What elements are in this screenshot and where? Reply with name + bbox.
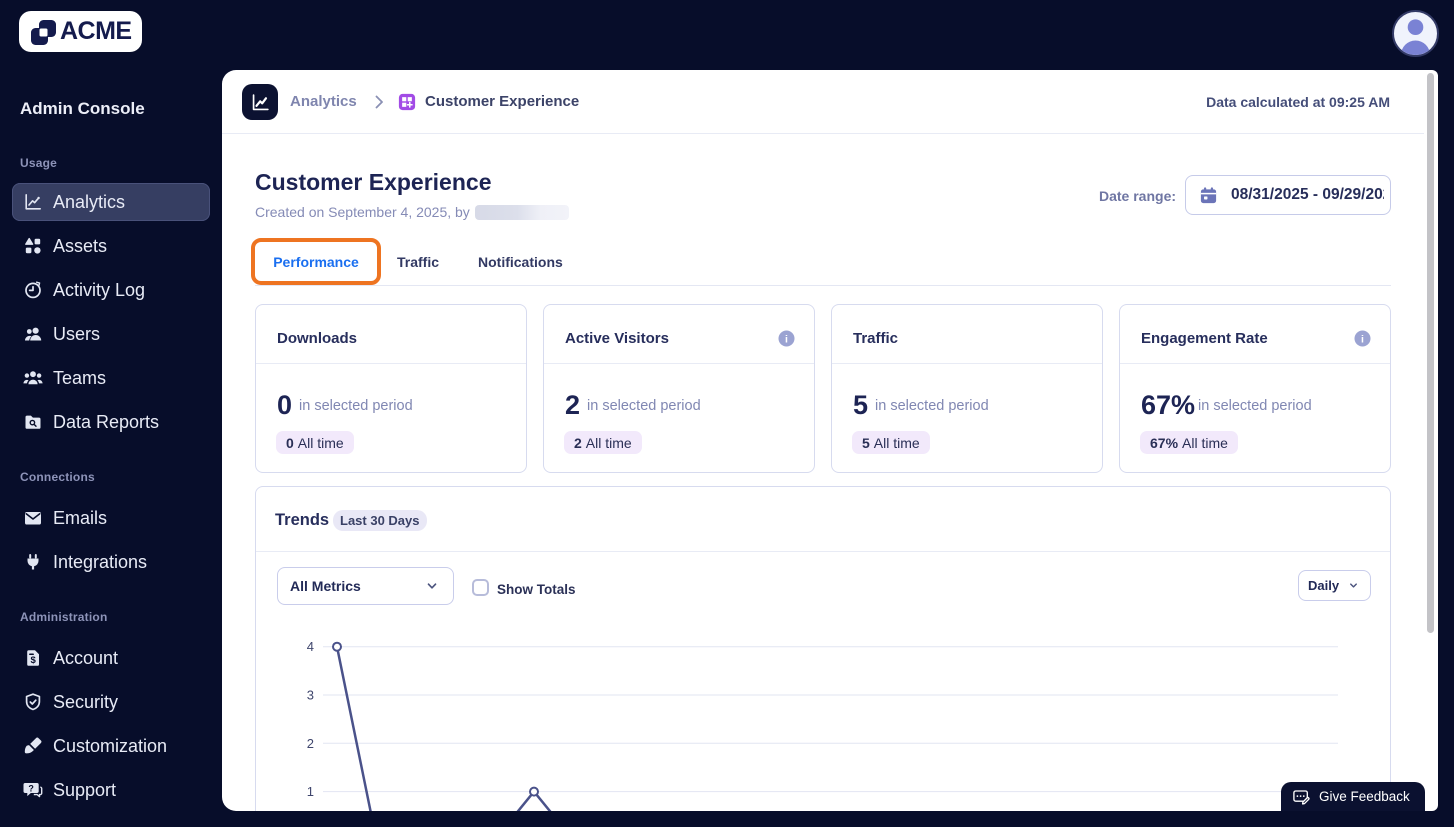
- svg-text:4: 4: [307, 639, 314, 654]
- svg-text:1: 1: [307, 784, 314, 799]
- svg-text:3: 3: [307, 688, 314, 703]
- svg-text:$: $: [31, 655, 37, 666]
- svg-text:i: i: [785, 333, 788, 345]
- svg-text:?: ?: [28, 783, 33, 793]
- svg-text:i: i: [1361, 333, 1364, 345]
- svg-text:2: 2: [307, 736, 314, 751]
